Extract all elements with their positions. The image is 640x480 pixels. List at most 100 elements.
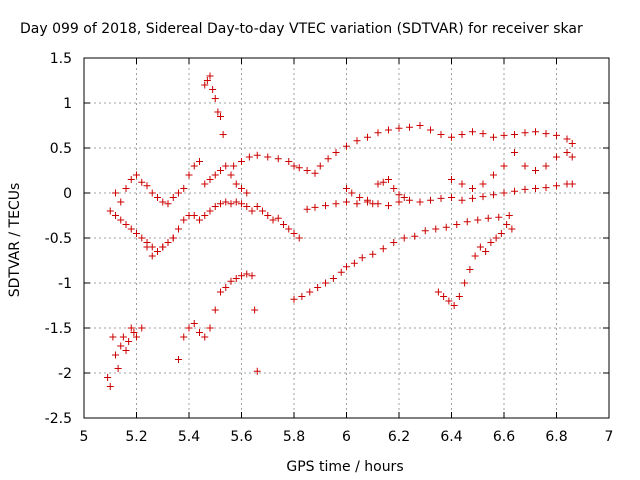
data-point xyxy=(563,135,571,143)
data-point xyxy=(337,268,345,276)
data-point xyxy=(390,185,398,192)
data-point xyxy=(427,126,434,134)
data-point xyxy=(511,149,518,156)
data-point xyxy=(117,342,125,350)
data-point xyxy=(245,153,253,161)
series-upper-arc xyxy=(230,122,576,177)
data-point xyxy=(104,374,112,381)
data-point xyxy=(521,185,529,193)
data-point xyxy=(314,284,322,291)
y-tick-label: 1.5 xyxy=(50,51,72,67)
data-point xyxy=(492,234,500,242)
data-point xyxy=(395,124,403,132)
data-point xyxy=(211,306,219,314)
data-point xyxy=(232,275,240,282)
data-point xyxy=(445,297,453,305)
data-point xyxy=(169,234,177,242)
data-point xyxy=(211,95,219,102)
data-point xyxy=(521,129,529,137)
data-point xyxy=(437,194,445,202)
data-point xyxy=(264,153,272,161)
data-point xyxy=(503,221,511,228)
data-point xyxy=(322,202,329,210)
data-point xyxy=(322,279,329,287)
data-point xyxy=(495,213,503,221)
data-point xyxy=(180,333,188,341)
x-tick-label: 5.8 xyxy=(283,429,305,445)
data-point xyxy=(159,243,167,251)
data-point xyxy=(400,194,408,201)
data-point xyxy=(251,306,259,314)
data-point xyxy=(243,189,251,197)
data-point xyxy=(316,162,324,170)
series-right-scatter xyxy=(434,221,516,309)
data-point xyxy=(458,196,466,204)
data-points xyxy=(104,72,576,390)
data-point xyxy=(130,329,138,336)
data-point xyxy=(455,293,463,300)
series-upper-left-band xyxy=(112,158,251,208)
data-point xyxy=(450,302,458,309)
data-point xyxy=(469,185,476,192)
series-outliers xyxy=(251,176,408,375)
data-point xyxy=(458,131,466,138)
data-point xyxy=(303,205,311,213)
data-point xyxy=(248,272,256,280)
series-right-arc-2 xyxy=(448,149,576,192)
data-point xyxy=(369,250,377,258)
data-point xyxy=(138,234,146,242)
data-point xyxy=(206,72,214,80)
data-point xyxy=(379,178,387,186)
data-point xyxy=(238,200,245,208)
data-point xyxy=(106,383,114,390)
data-point xyxy=(469,194,476,202)
data-point xyxy=(253,367,261,375)
data-point xyxy=(122,347,130,354)
data-point xyxy=(385,126,392,134)
data-point xyxy=(211,171,219,179)
data-point xyxy=(290,162,298,170)
data-point xyxy=(385,176,392,183)
data-point xyxy=(201,333,209,341)
data-point xyxy=(511,131,518,138)
y-tick-label: -2 xyxy=(58,366,72,382)
data-point xyxy=(369,200,377,208)
data-point xyxy=(154,194,161,201)
data-point xyxy=(448,194,455,201)
data-point xyxy=(201,81,209,89)
data-point xyxy=(416,198,424,206)
data-point xyxy=(364,196,371,204)
data-point xyxy=(385,202,392,210)
x-tick-label: 6.2 xyxy=(388,429,410,445)
data-point xyxy=(500,189,508,197)
data-point xyxy=(154,248,161,255)
data-point xyxy=(274,155,282,163)
data-point xyxy=(285,225,293,233)
data-point xyxy=(127,225,135,233)
data-point xyxy=(303,167,311,174)
data-point xyxy=(175,225,182,233)
data-point xyxy=(295,234,303,242)
data-point xyxy=(290,230,298,237)
data-point xyxy=(466,266,474,273)
data-point xyxy=(143,182,151,190)
data-point xyxy=(440,293,448,300)
data-point xyxy=(542,162,550,170)
data-point xyxy=(227,277,235,285)
data-point xyxy=(437,131,445,138)
data-point xyxy=(112,212,119,219)
data-point xyxy=(563,149,571,156)
data-point xyxy=(532,185,539,192)
data-point xyxy=(122,185,130,192)
x-tick-label: 7 xyxy=(605,429,614,445)
data-point xyxy=(285,158,293,165)
data-point xyxy=(253,203,261,210)
data-point xyxy=(190,212,198,219)
axis-ticks xyxy=(83,57,610,419)
data-point xyxy=(508,225,516,233)
data-point xyxy=(411,232,419,240)
data-point xyxy=(112,351,119,359)
data-point xyxy=(421,227,429,235)
